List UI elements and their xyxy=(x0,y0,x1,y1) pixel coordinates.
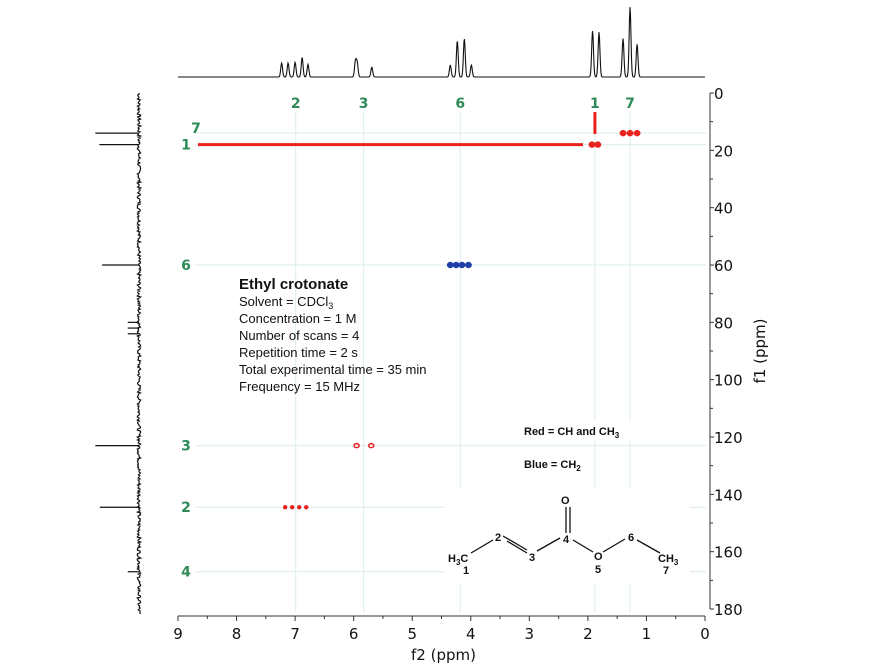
f1-projection-noise xyxy=(135,92,143,615)
atom-number-5: 5 xyxy=(595,564,601,576)
experiment-info: Ethyl crotonate Solvent = CDCl3 Concentr… xyxy=(239,276,427,394)
atom-ch3: CH3 xyxy=(658,553,679,567)
x-tick-label: 8 xyxy=(232,625,242,643)
correlation-lines xyxy=(198,112,597,147)
f2-projection-spectrum xyxy=(178,7,705,78)
f1-peak-label: 4 xyxy=(181,565,191,581)
info-line: Repetition time = 2 s xyxy=(239,345,358,360)
legend: Red = CH and CH3 Blue = CH2 xyxy=(520,420,640,475)
cross-peak xyxy=(464,261,472,269)
x-tick-label: 0 xyxy=(700,625,710,643)
y-tick-label: 60 xyxy=(714,257,733,275)
atom-number-3: 3 xyxy=(529,552,535,564)
info-line: Total experimental time = 35 min xyxy=(239,362,427,377)
y-tick-label: 120 xyxy=(714,429,743,447)
f1-projection-spectrum xyxy=(95,92,143,615)
legend-bg xyxy=(520,420,640,440)
x-tick-label: 2 xyxy=(583,625,593,643)
cross-peak xyxy=(446,261,454,269)
cross-peak xyxy=(452,261,460,269)
atom-o-ester: O xyxy=(594,551,603,563)
atom-h3c: H3C xyxy=(448,553,468,567)
cross-peak xyxy=(303,504,309,510)
cross-peak xyxy=(588,141,596,148)
info-line: Concentration = 1 M xyxy=(239,311,356,326)
atom-number-6: 6 xyxy=(628,532,634,544)
f1-peak-label: 1 xyxy=(181,138,191,154)
axes: 9 8 7 6 5 4 3 2 1 0 f2 (ppm) 0 20 40 60 80 100 120 140 160 1… xyxy=(173,85,769,664)
y-tick-label: 20 xyxy=(714,142,733,160)
f2-projection-trace xyxy=(178,7,705,78)
y-tick-label: 0 xyxy=(714,85,724,103)
info-line: Number of scans = 4 xyxy=(239,328,359,343)
molecule-bonds xyxy=(470,507,661,554)
x-axis-title: f2 (ppm) xyxy=(411,646,476,664)
cross-peak xyxy=(619,129,627,137)
cross-peak xyxy=(626,129,634,137)
atom-o-carbonyl: O xyxy=(561,495,570,507)
atom-number-4: 4 xyxy=(563,534,570,546)
f1-peak-label: 3 xyxy=(181,439,191,455)
x-tick-label: 1 xyxy=(642,625,652,643)
f2-peak-label: 2 xyxy=(291,96,301,112)
molecule-structure: H3C 1 2 3 O 4 O 5 6 CH3 7 xyxy=(445,488,690,583)
cross-peak xyxy=(296,504,302,510)
atom-number-2: 2 xyxy=(495,532,501,544)
cross-peak xyxy=(594,141,602,148)
atom-number-7: 7 xyxy=(663,565,669,577)
x-tick-label: 5 xyxy=(407,625,417,643)
cross-peak xyxy=(367,442,375,449)
cross-peak xyxy=(289,504,295,510)
x-tick-label: 7 xyxy=(290,625,300,643)
info-title: Ethyl crotonate xyxy=(239,276,348,293)
x-tick-label: 4 xyxy=(466,625,476,643)
x-tick-label: 3 xyxy=(525,625,535,643)
f1-peak-label: 6 xyxy=(181,258,191,274)
y-tick-label: 140 xyxy=(714,486,743,504)
f1-peak-label: 7 xyxy=(191,121,201,137)
x-tick-label: 6 xyxy=(349,625,359,643)
f2-peak-label: 1 xyxy=(590,96,600,112)
f2-peak-label: 3 xyxy=(359,96,369,112)
molecule-bg xyxy=(445,488,690,583)
cross-peaks xyxy=(282,129,641,510)
y-tick-label: 40 xyxy=(714,200,733,218)
y-tick-label: 80 xyxy=(714,314,733,332)
legend-bg xyxy=(520,455,580,475)
cross-peak xyxy=(633,129,641,137)
atom-number-1: 1 xyxy=(463,565,469,577)
f2-peak-label: 7 xyxy=(625,96,635,112)
info-solvent: Solvent = CDCl3 xyxy=(239,294,333,311)
info-line: Frequency = 15 MHz xyxy=(239,379,360,394)
y-axis-title: f1 (ppm) xyxy=(751,319,769,384)
y-tick-label: 100 xyxy=(714,372,743,390)
y-tick-label: 180 xyxy=(714,601,743,619)
f2-peak-label: 6 xyxy=(455,96,465,112)
cross-peak xyxy=(282,504,288,510)
x-tick-label: 9 xyxy=(173,625,183,643)
f1-peak-label: 2 xyxy=(181,500,191,516)
cross-peak xyxy=(458,261,466,269)
y-tick-label: 160 xyxy=(714,544,743,562)
legend-blue: Blue = CH2 xyxy=(524,459,581,473)
legend-red: Red = CH and CH3 xyxy=(524,426,620,440)
cross-peak xyxy=(353,442,360,449)
